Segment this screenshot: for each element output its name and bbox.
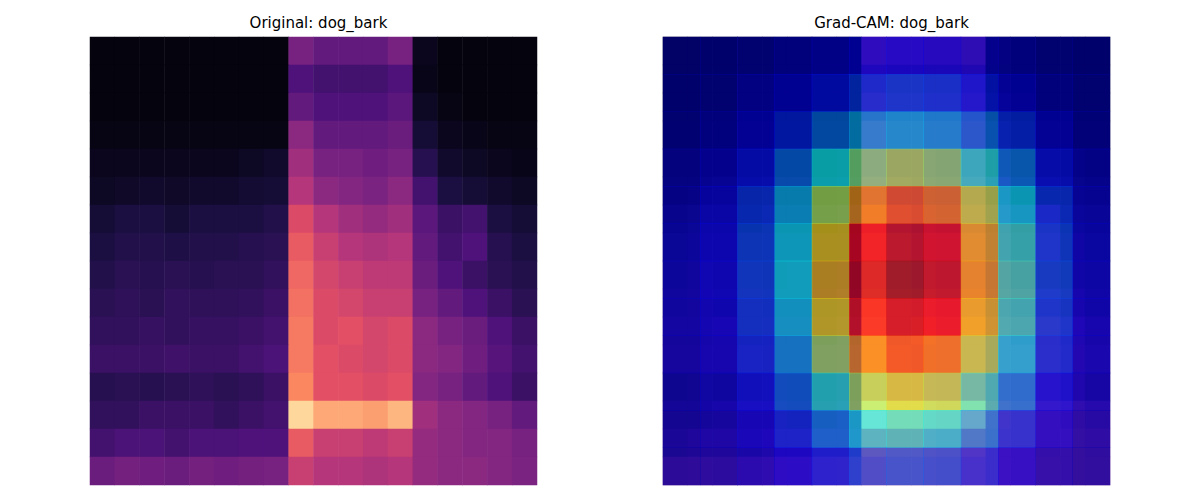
svg-text:Grad-CAM: dog_bark: Grad-CAM: dog_bark	[814, 14, 969, 33]
svg-text:Original: dog_bark: Original: dog_bark	[250, 14, 388, 33]
